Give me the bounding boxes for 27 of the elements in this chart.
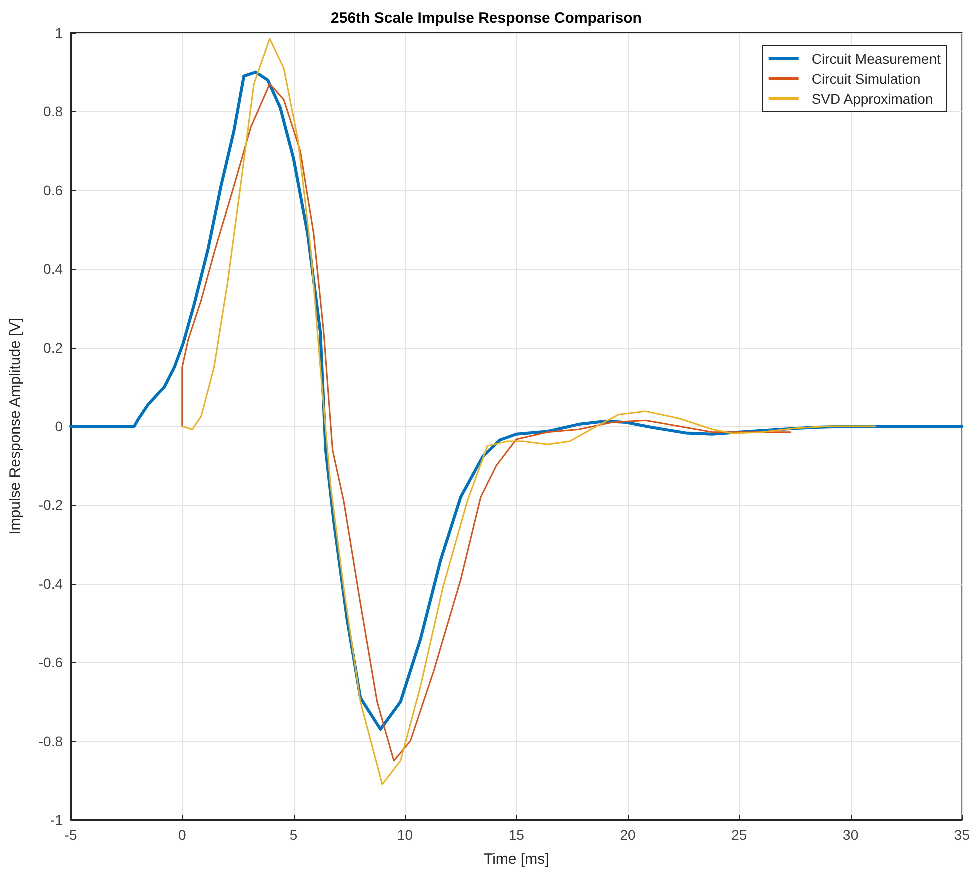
x-tick-label: 0 (178, 827, 187, 843)
x-tick-label: 10 (397, 827, 414, 843)
x-tick-label: 5 (290, 827, 298, 843)
legend-label: Circuit Measurement (812, 51, 942, 67)
y-tick-label: -1 (50, 812, 64, 828)
chart-title: 256th Scale Impulse Response Comparison (331, 10, 642, 27)
legend-label: SVD Approximation (812, 91, 934, 107)
x-tick-label: 25 (732, 827, 748, 843)
y-tick-label: 0.2 (44, 340, 64, 356)
y-tick-label: 0.8 (44, 104, 64, 120)
x-tick-label: 20 (620, 827, 636, 843)
y-tick-label: -0.6 (38, 654, 64, 671)
x-axis-title: Time [ms] (484, 851, 550, 868)
x-tick-label: 15 (508, 827, 525, 843)
y-tick-label: 1 (55, 25, 64, 41)
y-tick-label: -0.2 (38, 497, 64, 514)
y-tick-label: 0.6 (44, 182, 64, 198)
y-tick-label: 0 (55, 418, 64, 434)
y-tick-label: -0.8 (38, 733, 64, 750)
x-tick-label: -5 (64, 827, 78, 843)
line-series (182, 83, 792, 762)
x-tick-label: 30 (843, 827, 859, 843)
x-tick-label: 35 (954, 827, 970, 843)
legend-label: Circuit Simulation (812, 71, 921, 87)
y-tick-label: -0.4 (38, 576, 64, 592)
y-tick-label: 0.4 (44, 261, 64, 278)
y-axis-title: Impulse Response Amplitude [V] (7, 318, 24, 535)
